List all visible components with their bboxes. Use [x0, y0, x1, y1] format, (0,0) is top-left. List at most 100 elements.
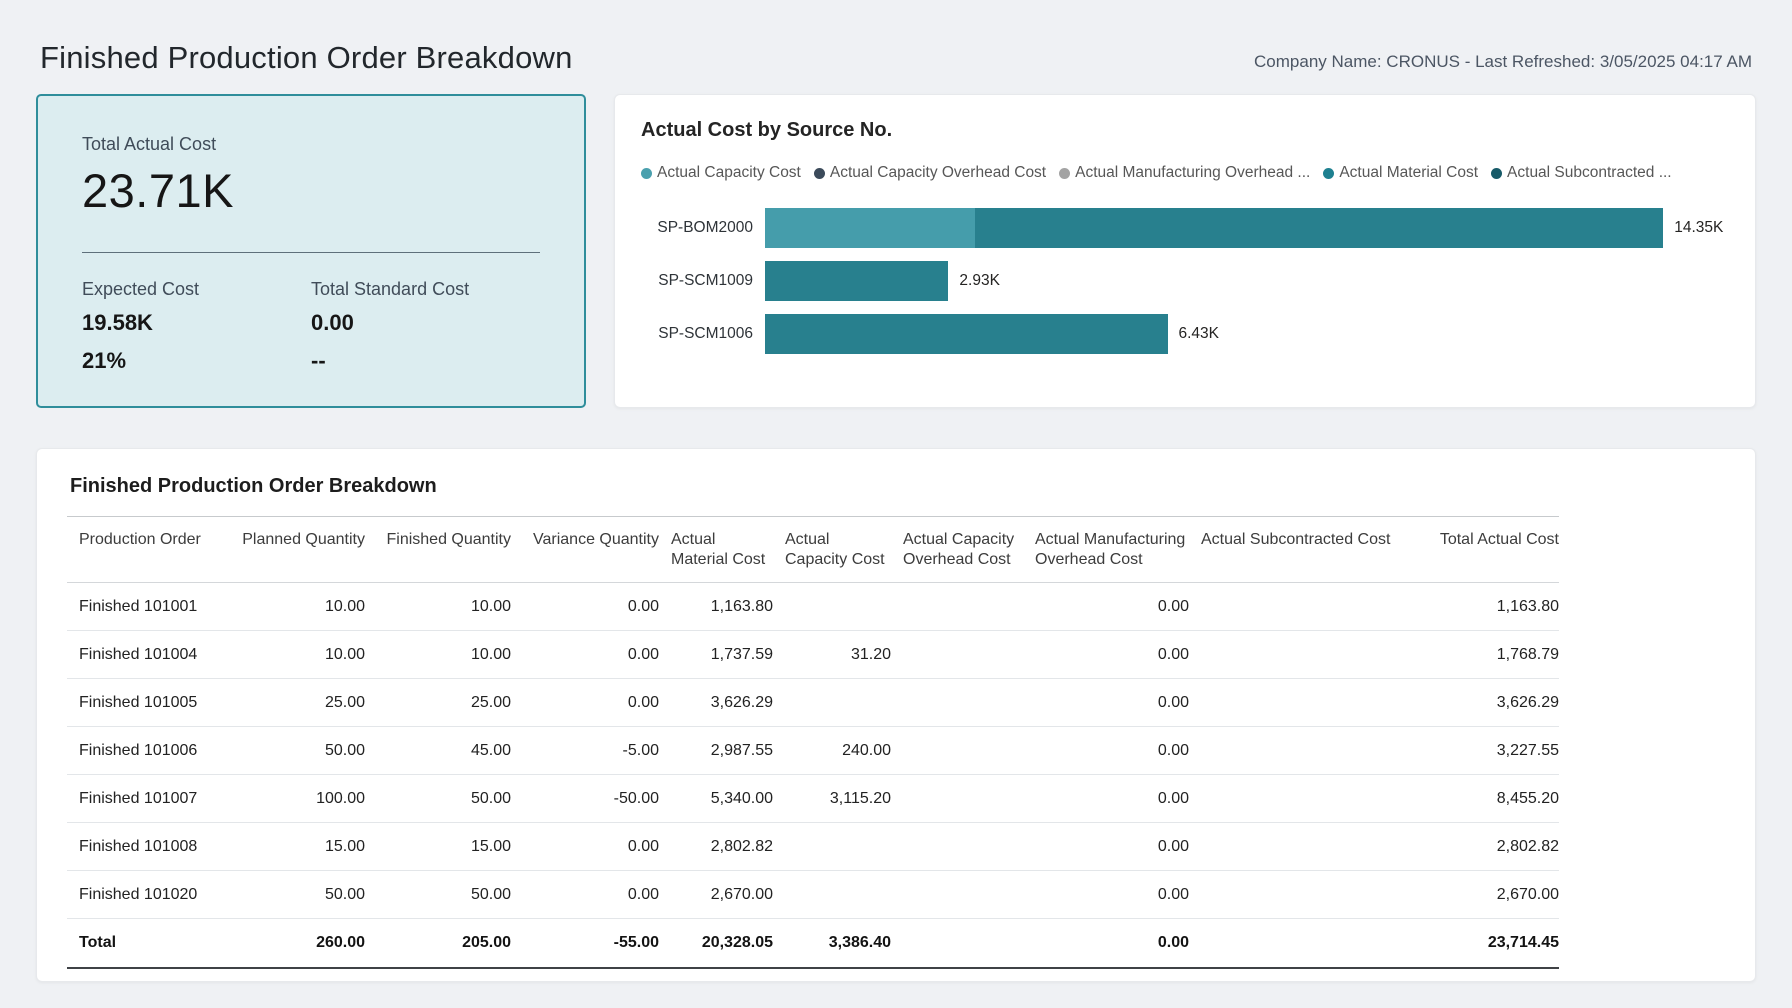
- table-cell: [1189, 630, 1403, 679]
- legend-item[interactable]: Actual Manufacturing Overhead ...: [1059, 164, 1310, 182]
- breakdown-table-card: Finished Production Order Breakdown Prod…: [36, 448, 1756, 982]
- expected-cost-block: Expected Cost 19.58K 21%: [82, 279, 311, 374]
- actual-cost-by-source-chart-card: Actual Cost by Source No. Actual Capacit…: [614, 94, 1756, 408]
- table-row[interactable]: Finished 101006 50.00 45.00 -5.00 2,987.55 24…: [67, 726, 1559, 775]
- table-cell: -50.00: [511, 774, 659, 823]
- table-cell: 1,163.80: [659, 582, 773, 631]
- stacked-bar[interactable]: [765, 314, 1168, 354]
- table-cell: Finished 101001: [67, 582, 219, 631]
- legend-label: Actual Material Cost: [1339, 164, 1479, 181]
- table-cell: 25.00: [219, 678, 365, 727]
- table-cell: [1189, 678, 1403, 727]
- table-cell: 0.00: [1023, 630, 1189, 679]
- table-cell: Finished 101008: [67, 822, 219, 871]
- column-header[interactable]: Planned Quantity: [219, 516, 365, 583]
- table-cell: 3,227.55: [1403, 726, 1559, 775]
- table-total-row: Total 260.00 205.00 -55.00 20,328.05 3,386.40…: [67, 918, 1559, 969]
- total-actual-cost-card: Total Actual Cost 23.71K Expected Cost 1…: [36, 94, 586, 408]
- table-cell: 0.00: [511, 822, 659, 871]
- table-total-cell: -55.00: [511, 918, 659, 969]
- column-header[interactable]: Total Actual Cost: [1403, 516, 1559, 583]
- bar-row: SP-SCM1009 2.93K: [641, 261, 1729, 301]
- column-header[interactable]: Finished Quantity: [365, 516, 511, 583]
- table-header-row: Production Order Planned Quantity Finished…: [67, 516, 1559, 583]
- table-cell: [891, 726, 1023, 775]
- column-header[interactable]: Actual Capacity Cost: [773, 516, 891, 583]
- table-cell: 0.00: [1023, 678, 1189, 727]
- column-header[interactable]: Actual Manufacturing Overhead Cost: [1023, 516, 1189, 583]
- table-cell: 0.00: [1023, 582, 1189, 631]
- expected-cost-label: Expected Cost: [82, 279, 200, 299]
- table-cell: [773, 582, 891, 631]
- table-cell: 1,163.80: [1403, 582, 1559, 631]
- table-row[interactable]: Finished 101020 50.00 50.00 0.00 2,670.00 0.0…: [67, 870, 1559, 919]
- table-cell: 0.00: [1023, 726, 1189, 775]
- column-header[interactable]: Production Order: [67, 516, 219, 583]
- table-cell: 2,987.55: [659, 726, 773, 775]
- table-cell: 10.00: [365, 630, 511, 679]
- table-total-cell: 0.00: [1023, 918, 1189, 969]
- table-total-cell: 23,714.45: [1403, 918, 1559, 969]
- table-row[interactable]: Finished 101001 10.00 10.00 0.00 1,163.80 0.0…: [67, 582, 1559, 631]
- table-cell: 100.00: [219, 774, 365, 823]
- table-cell: [773, 870, 891, 919]
- table-total-cell: 260.00: [219, 918, 365, 969]
- table-cell: 2,802.82: [1403, 822, 1559, 871]
- table-total-cell: 205.00: [365, 918, 511, 969]
- legend-item[interactable]: Actual Capacity Cost: [641, 164, 801, 182]
- column-header[interactable]: Actual Subcontracted Cost: [1189, 516, 1403, 583]
- legend-dot-icon: [1059, 167, 1071, 179]
- bar-value-label: 2.93K: [959, 272, 1000, 289]
- column-header[interactable]: Actual Capacity Overhead Cost: [891, 516, 1023, 583]
- table-cell: 50.00: [219, 726, 365, 775]
- table-row[interactable]: Finished 101008 15.00 15.00 0.00 2,802.82 0.0…: [67, 822, 1559, 871]
- table-cell: [891, 678, 1023, 727]
- table-cell: 0.00: [511, 582, 659, 631]
- kpi-value: 23.71K: [82, 164, 234, 217]
- table-cell: 0.00: [1023, 774, 1189, 823]
- table-cell: 3,115.20: [773, 774, 891, 823]
- bar-category-label: SP-SCM1009: [658, 272, 753, 289]
- bar-segment: [765, 208, 976, 248]
- table-row[interactable]: Finished 101004 10.00 10.00 0.00 1,737.59 31.…: [67, 630, 1559, 679]
- table-total-cell: Total: [67, 918, 219, 969]
- table-cell: 50.00: [219, 870, 365, 919]
- chart-plot: SP-BOM2000 14.35K SP-SCM1009 2.93K SP-SCM100…: [641, 208, 1729, 354]
- table-title: Finished Production Order Breakdown: [70, 475, 437, 497]
- legend-dot-icon: [1323, 167, 1335, 179]
- bar-row: SP-BOM2000 14.35K: [641, 208, 1729, 248]
- table-cell: [1189, 726, 1403, 775]
- legend-dot-icon: [813, 167, 825, 179]
- table-row[interactable]: Finished 101007 100.00 50.00 -50.00 5,340.00…: [67, 774, 1559, 823]
- stacked-bar[interactable]: [765, 261, 949, 301]
- legend-item[interactable]: Actual Subcontracted ...: [1491, 164, 1672, 182]
- bar-segment: [765, 314, 1168, 354]
- table-row[interactable]: Finished 101005 25.00 25.00 0.00 3,626.29 0.0…: [67, 678, 1559, 727]
- table-cell: [1189, 582, 1403, 631]
- column-header[interactable]: Actual Material Cost: [659, 516, 773, 583]
- legend-item[interactable]: Actual Material Cost: [1323, 164, 1478, 182]
- table-cell: 0.00: [1023, 822, 1189, 871]
- table-cell: [773, 678, 891, 727]
- column-header[interactable]: Variance Quantity: [511, 516, 659, 583]
- standard-cost-label: Total Standard Cost: [311, 279, 470, 299]
- legend-item[interactable]: Actual Capacity Overhead Cost: [813, 164, 1046, 182]
- page-title: Finished Production Order Breakdown: [40, 40, 573, 75]
- table-cell: 45.00: [365, 726, 511, 775]
- table-cell: 2,670.00: [659, 870, 773, 919]
- bar-track: 6.43K: [765, 314, 1729, 354]
- table-cell: 50.00: [365, 774, 511, 823]
- table-cell: [1189, 870, 1403, 919]
- standard-cost-block: Total Standard Cost 0.00 --: [311, 279, 540, 374]
- chart-title: Actual Cost by Source No.: [641, 119, 893, 141]
- bar-value-label: 14.35K: [1674, 219, 1724, 236]
- table-cell: -5.00: [511, 726, 659, 775]
- table-cell: 50.00: [365, 870, 511, 919]
- table-cell: Finished 101020: [67, 870, 219, 919]
- bar-category-label: SP-BOM2000: [657, 219, 753, 236]
- table-cell: 2,802.82: [659, 822, 773, 871]
- stacked-bar[interactable]: [765, 208, 1664, 248]
- legend-label: Actual Capacity Cost: [657, 164, 801, 181]
- table-cell: 0.00: [511, 678, 659, 727]
- table-cell: 3,626.29: [1403, 678, 1559, 727]
